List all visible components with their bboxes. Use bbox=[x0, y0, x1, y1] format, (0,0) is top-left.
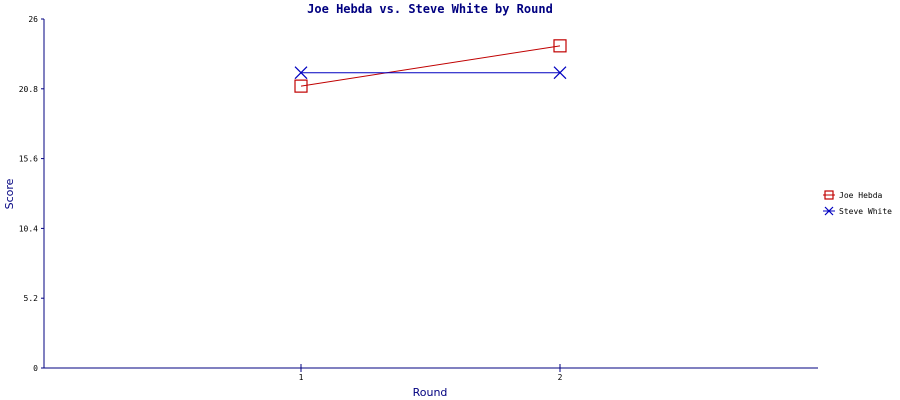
y-tick-label: 5.2 bbox=[24, 294, 39, 303]
legend-marker-1 bbox=[824, 206, 834, 216]
legend-label-0: Joe Hebda bbox=[839, 191, 883, 200]
y-tick-label: 26 bbox=[28, 15, 38, 24]
x-axis-label: Round bbox=[413, 386, 448, 399]
chart-title: Joe Hebda vs. Steve White by Round bbox=[307, 2, 553, 16]
y-tick-label: 10.4 bbox=[19, 224, 38, 233]
data-point-1-0 bbox=[294, 66, 308, 80]
y-tick-label: 0 bbox=[33, 364, 38, 373]
series-layer bbox=[294, 39, 567, 93]
data-point-0-1 bbox=[553, 39, 567, 53]
legend-label-1: Steve White bbox=[839, 207, 892, 216]
data-point-0-0 bbox=[294, 79, 308, 93]
y-tick-label: 15.6 bbox=[19, 155, 38, 164]
x-tick-label: 2 bbox=[558, 373, 563, 382]
x-tick-label: 1 bbox=[299, 373, 304, 382]
data-point-1-1 bbox=[553, 66, 567, 80]
legend: Joe Hebda Steve White bbox=[823, 190, 892, 216]
series-line-0 bbox=[300, 45, 561, 87]
legend-marker-0 bbox=[824, 190, 834, 200]
y-ticks: 0 5.2 10.4 15.6 20.8 26 bbox=[19, 15, 44, 373]
y-tick-label: 20.8 bbox=[19, 85, 38, 94]
y-axis-label: Score bbox=[3, 178, 16, 209]
